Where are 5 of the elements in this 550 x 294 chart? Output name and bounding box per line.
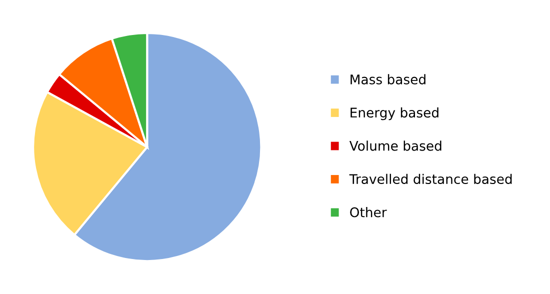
legend-label: Travelled distance based [349, 174, 512, 184]
legend-label: Volume based [349, 140, 442, 151]
legend-label: Mass based [350, 74, 426, 84]
legend-label: Energy based [350, 107, 438, 120]
legend-label: Other [350, 207, 387, 218]
